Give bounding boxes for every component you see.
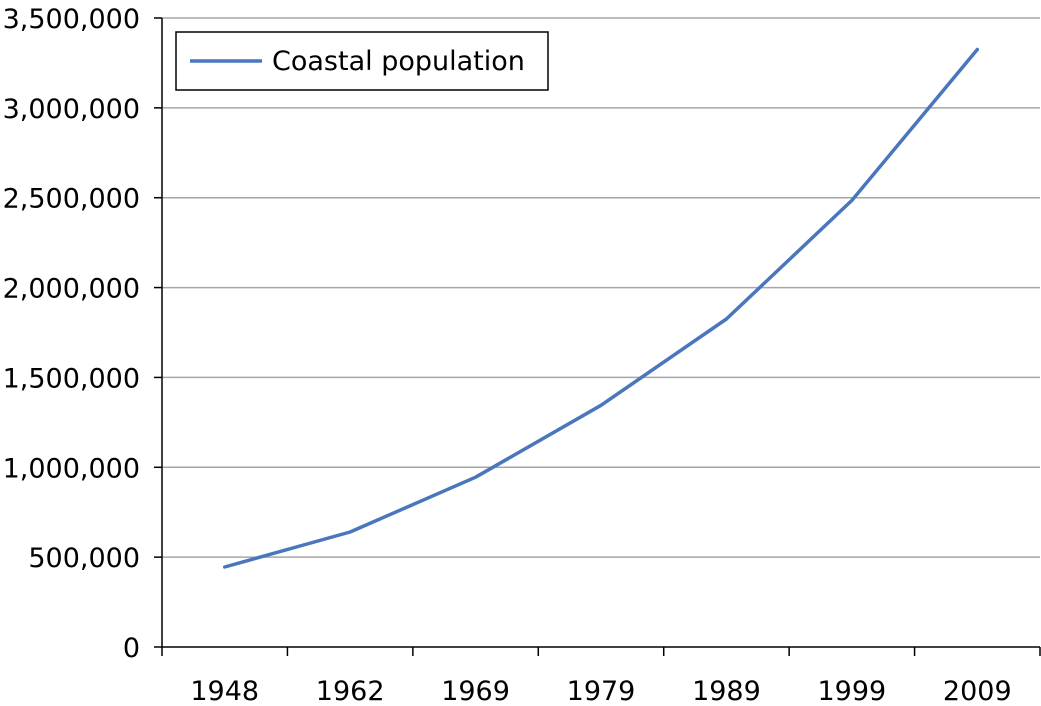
- x-tick-label: 1999: [817, 676, 886, 706]
- y-tick-label: 3,000,000: [3, 94, 140, 125]
- x-tick-label: 1948: [190, 676, 259, 706]
- y-tick-label: 0: [123, 633, 140, 664]
- legend-label: Coastal population: [272, 46, 525, 77]
- x-tick-label: 2009: [943, 676, 1012, 706]
- x-tick-label: 1962: [316, 676, 385, 706]
- y-tick-label: 3,500,000: [3, 4, 140, 35]
- y-tick-label: 2,500,000: [3, 184, 140, 215]
- legend: Coastal population: [175, 31, 549, 91]
- axes: [161, 18, 1040, 648]
- series-line: [222, 47, 980, 569]
- y-tick-label: 1,500,000: [3, 363, 140, 394]
- x-tick-label: 1979: [567, 676, 636, 706]
- gridlines: [162, 17, 1040, 558]
- y-tick-label: 2,000,000: [3, 274, 140, 305]
- x-axis-ticks: 1948 1962 1969 1979 1989 1999 2009: [161, 647, 1041, 706]
- y-tick-label: 500,000: [28, 543, 140, 574]
- x-tick-label: 1969: [441, 676, 510, 706]
- series-lines: [222, 47, 980, 569]
- y-axis-ticks: 0 500,000 1,000,000 1,500,000 2,000,000 2,500…: [3, 4, 162, 664]
- x-tick-label: 1989: [692, 676, 761, 706]
- y-tick-label: 1,000,000: [3, 453, 140, 484]
